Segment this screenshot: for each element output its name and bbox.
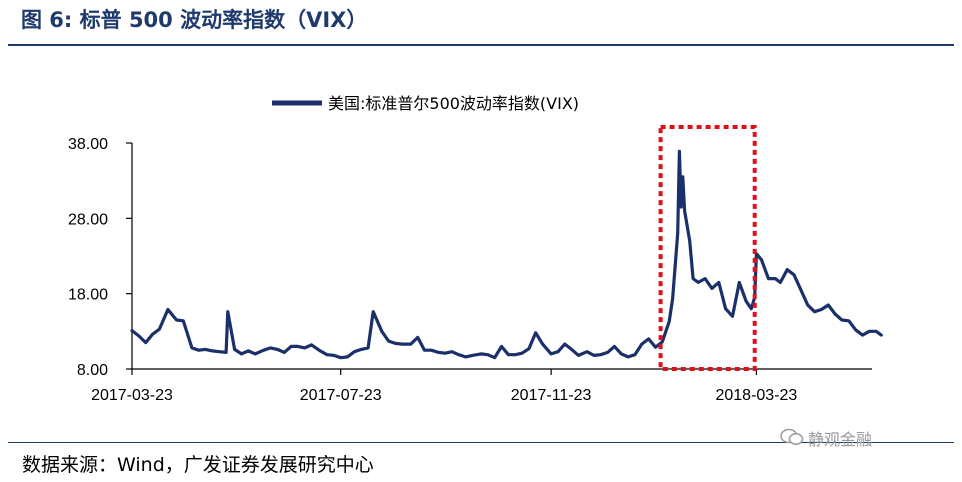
y-tick-label: 8.00 (77, 362, 108, 379)
x-tick-label: 2017-03-23 (91, 387, 173, 404)
x-tick-label: 2017-11-23 (511, 387, 592, 404)
legend-label: 美国:标准普尔500波动率指数(VIX) (328, 94, 579, 113)
watermark-text: 静观金融 (808, 430, 873, 449)
x-tick-label: 2018-03-23 (715, 387, 797, 404)
figure-title: 图 6: 标普 500 波动率指数（VIX） (21, 8, 368, 32)
x-tick-label: 2017-07-23 (300, 387, 382, 404)
highlight-box (658, 125, 757, 371)
vix-line-chart: 美国:标准普尔500波动率指数(VIX) 38.00 28.00 18.00 8.00… (68, 94, 883, 404)
wechat-icon (780, 428, 804, 445)
y-tick-label: 18.00 (68, 287, 108, 304)
footer-divider (8, 442, 954, 443)
series-line-vix (130, 149, 883, 360)
y-tick-label: 28.00 (68, 211, 108, 228)
title-divider (8, 44, 954, 46)
source-note: 数据来源：Wind，广发证券发展研究中心 (22, 454, 374, 476)
y-tick-label: 38.00 (68, 136, 108, 153)
